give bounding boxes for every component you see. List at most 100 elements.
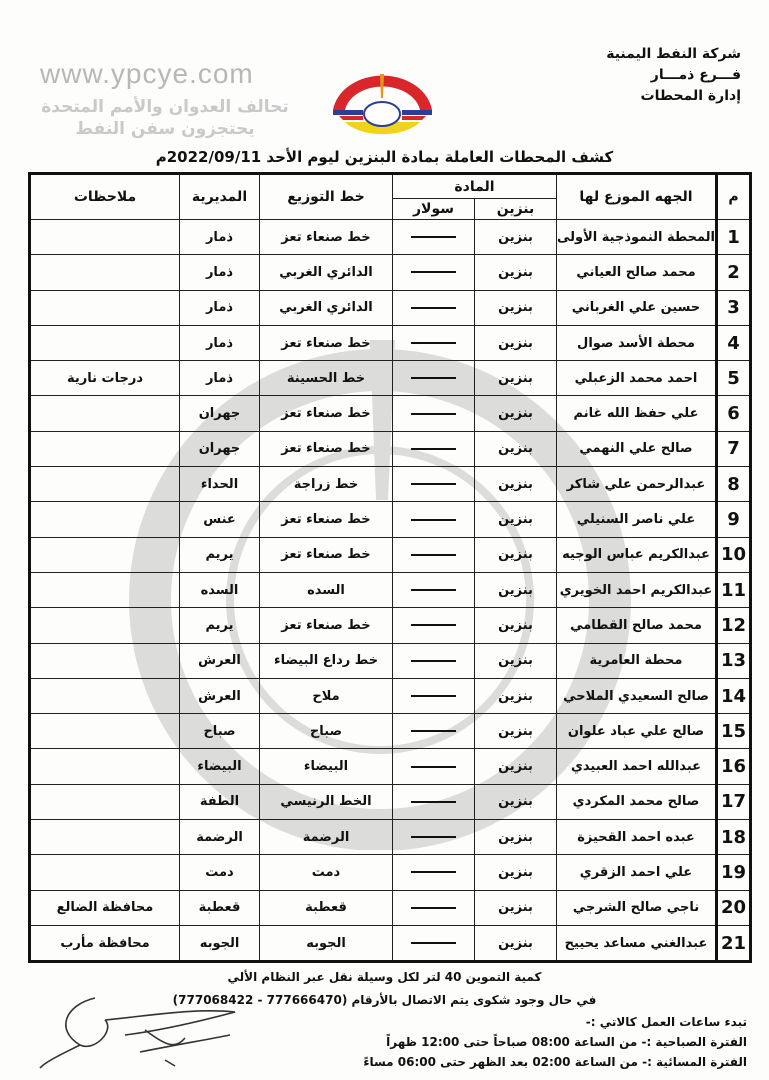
distribution-line: خط صنعاء تعز: [259, 218, 393, 256]
table-row: 20 ناجي صالح الشرجي بنزين قعطبة قعطبة محافظة …: [29, 889, 751, 926]
district-cell: ذمار: [179, 254, 260, 291]
header-petrol: بنزين: [474, 198, 557, 220]
table-row: 15 صالح علي عباد علوان بنزين صباح صباح: [29, 713, 751, 750]
petrol-cell: بنزين: [474, 254, 557, 291]
recipient-name: علي احمد الزقري: [556, 854, 717, 891]
dash-mark: [411, 553, 456, 556]
watermark-url: www.ypcye.com: [40, 58, 254, 89]
petrol-cell: بنزين: [474, 466, 557, 503]
diesel-cell: [392, 889, 475, 926]
table-body: 1 المحطة النموذجية الأولى بنزين خط صنعاء تع…: [29, 218, 751, 963]
recipient-name: محطة العامرية: [556, 642, 717, 679]
diesel-cell: [392, 677, 475, 715]
dash-mark: [411, 342, 456, 345]
petrol-cell: بنزين: [474, 571, 557, 609]
diesel-cell: [392, 924, 475, 963]
table-row: 10 عبدالكريم عباس الوجيه بنزين خط صنعاء تعز…: [29, 536, 751, 573]
distribution-line: الدائري الغربي: [259, 289, 393, 326]
notes-cell: [29, 218, 180, 256]
distribution-line: خط رداع البيضاء: [259, 642, 393, 679]
district-cell: يريم: [179, 607, 260, 644]
petrol-cell: بنزين: [474, 677, 557, 715]
table-row: 13 محطة العامرية بنزين خط رداع البيضاء العرش: [29, 642, 751, 679]
header-notes: ملاحظات: [29, 173, 180, 220]
dash-mark: [411, 377, 456, 380]
notes-cell: [29, 571, 180, 609]
diesel-cell: [392, 607, 475, 644]
row-number: 20: [715, 889, 751, 926]
district-cell: الجوبه: [179, 924, 260, 963]
diesel-cell: [392, 430, 475, 468]
dash-mark: [411, 412, 456, 415]
district-cell: ذمار: [179, 360, 260, 397]
recipient-name: عبدالرحمن علي شاكر: [556, 466, 717, 503]
header-num: م: [715, 173, 751, 220]
recipient-name: ناجي صالح الشرجي: [556, 889, 717, 926]
table-row: 11 عبدالكريم احمد الخويري بنزين السده السده: [29, 571, 751, 609]
evening-shift: الفترة المسائية :- من الساعة 02:00 بعد ا…: [363, 1055, 747, 1069]
ypc-logo: [333, 74, 432, 135]
diesel-cell: [392, 466, 475, 503]
header-material: المادة: [392, 173, 557, 199]
table-row: 7 صالح علي النهمي بنزين خط صنعاء تعز جهران: [29, 430, 751, 468]
dash-mark: [411, 906, 456, 909]
district-cell: العرش: [179, 677, 260, 715]
notes-cell: [29, 748, 180, 785]
table-row: 14 صالح السعيدي الملاحي بنزين ملاح العرش: [29, 677, 751, 715]
distribution-line: خط زراجة: [259, 466, 393, 503]
diesel-cell: [392, 748, 475, 785]
recipient-name: عبدالكريم عباس الوجيه: [556, 536, 717, 573]
row-number: 8: [715, 466, 751, 503]
row-number: 1: [715, 218, 751, 256]
notes-cell: محافظة مأرب: [29, 924, 180, 963]
notes-cell: [29, 254, 180, 291]
dash-mark: [411, 518, 456, 521]
distribution-line: خط صنعاء تعز: [259, 607, 393, 644]
table-row: 17 صالح محمد المكردي بنزين الخط الرنيسي الطف…: [29, 783, 751, 821]
row-number: 18: [715, 819, 751, 856]
notes-cell: [29, 289, 180, 326]
recipient-name: احمد محمد الزعبلي: [556, 360, 717, 397]
row-number: 11: [715, 571, 751, 609]
diesel-cell: [392, 854, 475, 891]
table-row: 16 عبدالله احمد العبيدي بنزين البيضاء البيضا…: [29, 748, 751, 785]
district-cell: جهران: [179, 395, 260, 432]
table-row: 1 المحطة النموذجية الأولى بنزين خط صنعاء تع…: [29, 218, 751, 256]
branch-name: فـــرع ذمـــار: [650, 67, 741, 83]
recipient-name: صالح علي عباد علوان: [556, 713, 717, 750]
district-cell: العرش: [179, 642, 260, 679]
distribution-line: ملاح: [259, 677, 393, 715]
district-cell: السده: [179, 571, 260, 609]
complaints-note: في حال وجود شكوى يتم الاتصال بالأرقام (7…: [172, 993, 597, 1007]
watermark-line: تحالف العدوان والأمم المتحدة يحتجزون سفن…: [41, 97, 289, 139]
dash-mark: [411, 836, 456, 839]
table-row: 12 محمد صالح القطامي بنزين خط صنعاء تعز يريم: [29, 607, 751, 644]
dash-mark: [411, 871, 456, 874]
distribution-line: الرضمة: [259, 819, 393, 856]
petrol-cell: بنزين: [474, 536, 557, 573]
district-cell: البيضاء: [179, 748, 260, 785]
table-row: 18 عبده احمد القحيزة بنزين الرضمة الرضمة: [29, 819, 751, 856]
header-recipient: الجهه الموزع لها: [556, 173, 717, 220]
petrol-cell: بنزين: [474, 748, 557, 785]
petrol-cell: بنزين: [474, 607, 557, 644]
district-cell: الرضمة: [179, 819, 260, 856]
table-row: 5 احمد محمد الزعبلي بنزين خط الحسينة ذمار درج…: [29, 360, 751, 397]
row-number: 19: [715, 854, 751, 891]
petrol-cell: بنزين: [474, 395, 557, 432]
morning-shift: الفترة الصباحية :- من الساعة 08:00 صباحا…: [386, 1035, 747, 1049]
notes-cell: [29, 819, 180, 856]
diesel-cell: [392, 501, 475, 538]
table-row: 21 عبدالغني مساعد يحييح بنزين الجوبه الجوبه م…: [29, 924, 751, 963]
recipient-name: محمد صالح العياني: [556, 254, 717, 291]
diesel-cell: [392, 783, 475, 821]
diesel-cell: [392, 218, 475, 256]
recipient-name: صالح محمد المكردي: [556, 783, 717, 821]
diesel-cell: [392, 324, 475, 362]
recipient-name: علي ناصر السنيلي: [556, 501, 717, 538]
diesel-cell: [392, 360, 475, 397]
distribution-line: خط الحسينة: [259, 360, 393, 397]
notes-cell: [29, 466, 180, 503]
dash-mark: [411, 730, 456, 733]
petrol-cell: بنزين: [474, 218, 557, 256]
